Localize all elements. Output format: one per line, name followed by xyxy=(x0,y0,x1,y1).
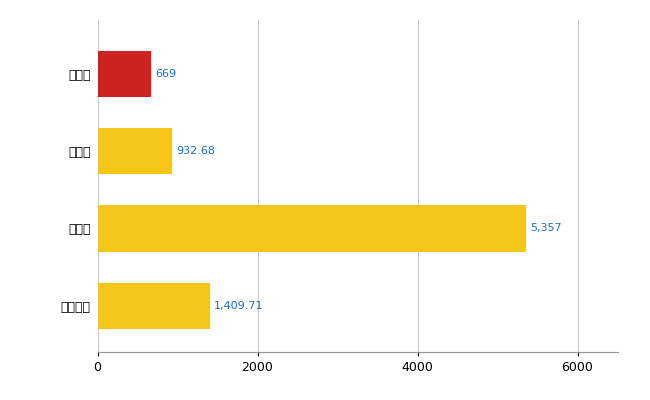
Text: 5,357: 5,357 xyxy=(530,224,562,234)
Bar xyxy=(98,51,151,97)
Text: 669: 669 xyxy=(155,69,176,79)
Bar xyxy=(98,128,172,174)
Text: 1,409.71: 1,409.71 xyxy=(214,301,264,311)
Bar xyxy=(98,282,211,329)
Text: 932.68: 932.68 xyxy=(176,146,215,156)
Bar xyxy=(98,205,526,252)
